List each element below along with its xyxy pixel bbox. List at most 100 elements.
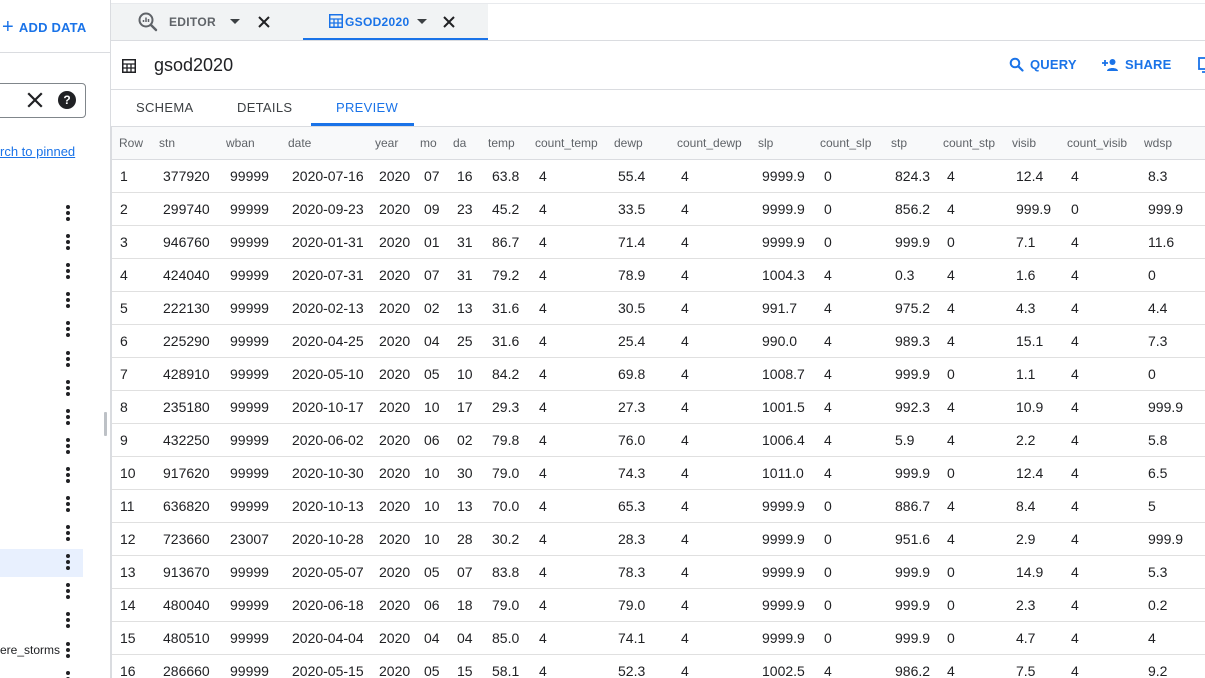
column-header[interactable]: wban (218, 127, 280, 160)
column-header[interactable]: count_stp (935, 127, 1004, 160)
more-vert-icon[interactable] (62, 524, 74, 544)
table-cell[interactable]: 2020-10-28 (280, 522, 367, 556)
table-cell[interactable]: 886.7 (883, 489, 935, 523)
help-icon[interactable]: ? (58, 91, 76, 109)
table-cell[interactable]: 15 (445, 654, 480, 678)
table-cell[interactable]: 4 (1059, 555, 1136, 589)
table-cell[interactable]: 4 (935, 324, 1004, 358)
table-cell[interactable]: 99999 (218, 555, 280, 589)
table-cell[interactable]: 13 (111, 555, 151, 589)
table-cell[interactable]: 10 (412, 522, 445, 556)
more-vert-icon[interactable] (62, 611, 74, 631)
table-cell[interactable]: 999.9 (883, 225, 935, 259)
table-cell[interactable]: 4.7 (1004, 621, 1059, 655)
table-cell[interactable]: 09 (412, 192, 445, 226)
table-cell[interactable]: 0 (1136, 357, 1205, 391)
table-cell[interactable]: 10 (445, 357, 480, 391)
table-cell[interactable]: 9999.9 (750, 489, 812, 523)
table-cell[interactable]: 2020-01-31 (280, 225, 367, 259)
table-cell[interactable]: 23007 (218, 522, 280, 556)
table-cell[interactable]: 0 (935, 456, 1004, 490)
share-button[interactable]: SHARE (1102, 57, 1172, 72)
table-cell[interactable]: 2020-09-23 (280, 192, 367, 226)
table-cell[interactable]: 4 (1059, 258, 1136, 292)
table-cell[interactable]: 4 (935, 258, 1004, 292)
table-cell[interactable]: 2020 (367, 423, 412, 457)
table-cell[interactable]: 1011.0 (750, 456, 812, 490)
table-cell[interactable]: 4 (669, 159, 750, 193)
tree-item[interactable] (0, 404, 83, 432)
table-cell[interactable]: 99999 (218, 291, 280, 325)
table-cell[interactable]: 2020 (367, 159, 412, 193)
table-cell[interactable]: 0 (812, 621, 883, 655)
table-cell[interactable]: 1006.4 (750, 423, 812, 457)
table-cell[interactable]: 4 (669, 621, 750, 655)
tree-item[interactable] (0, 316, 83, 344)
table-cell[interactable]: 4.3 (1004, 291, 1059, 325)
table-cell[interactable]: 99999 (218, 159, 280, 193)
table-cell[interactable]: 0.3 (883, 258, 935, 292)
table-cell[interactable]: 79.8 (480, 423, 527, 457)
more-vert-icon[interactable] (62, 204, 74, 224)
table-cell[interactable]: 4.4 (1136, 291, 1205, 325)
table-cell[interactable]: 11.6 (1136, 225, 1205, 259)
table-cell[interactable]: 55.4 (606, 159, 669, 193)
table-cell[interactable]: 1.6 (1004, 258, 1059, 292)
table-cell[interactable]: 4 (1059, 225, 1136, 259)
table-cell[interactable]: 2020-06-18 (280, 588, 367, 622)
table-cell[interactable]: 04 (445, 621, 480, 655)
table-cell[interactable]: 4 (812, 324, 883, 358)
table-cell[interactable]: 2020 (367, 654, 412, 678)
table-cell[interactable]: 99999 (218, 258, 280, 292)
table-cell[interactable]: 424040 (151, 258, 218, 292)
table-cell[interactable]: 28.3 (606, 522, 669, 556)
table-cell[interactable]: 78.3 (606, 555, 669, 589)
table-cell[interactable]: 999.9 (883, 588, 935, 622)
table-cell[interactable]: 99999 (218, 357, 280, 391)
table-cell[interactable]: 05 (412, 555, 445, 589)
table-cell[interactable]: 99999 (218, 456, 280, 490)
table-cell[interactable]: 4 (527, 225, 606, 259)
table-cell[interactable]: 9999.9 (750, 522, 812, 556)
table-cell[interactable]: 4 (1059, 159, 1136, 193)
table-cell[interactable]: 4 (527, 291, 606, 325)
tab-schema[interactable]: SCHEMA (136, 100, 194, 115)
table-cell[interactable]: 4 (812, 357, 883, 391)
table-cell[interactable]: 4 (527, 357, 606, 391)
table-cell[interactable]: 4 (935, 291, 1004, 325)
table-cell[interactable]: 29.3 (480, 390, 527, 424)
table-cell[interactable]: 5 (1136, 489, 1205, 523)
table-cell[interactable]: 31.6 (480, 324, 527, 358)
table-cell[interactable]: 31.6 (480, 291, 527, 325)
table-cell[interactable]: 74.1 (606, 621, 669, 655)
table-cell[interactable]: 30.5 (606, 291, 669, 325)
table-cell[interactable]: 4 (935, 489, 1004, 523)
table-cell[interactable]: 76.0 (606, 423, 669, 457)
table-cell[interactable]: 2020-10-17 (280, 390, 367, 424)
table-cell[interactable]: 01 (412, 225, 445, 259)
table-cell[interactable]: 428910 (151, 357, 218, 391)
table-cell[interactable]: 9.2 (1136, 654, 1205, 678)
table-cell[interactable]: 9999.9 (750, 192, 812, 226)
table-cell[interactable]: 4 (812, 291, 883, 325)
table-cell[interactable]: 2020 (367, 555, 412, 589)
table-cell[interactable]: 4 (527, 555, 606, 589)
table-cell[interactable]: 14.9 (1004, 555, 1059, 589)
table-cell[interactable]: 71.4 (606, 225, 669, 259)
more-vert-icon[interactable] (62, 262, 74, 282)
table-cell[interactable]: 480510 (151, 621, 218, 655)
chevron-down-icon[interactable] (417, 19, 427, 24)
table-cell[interactable]: 06 (412, 588, 445, 622)
table-cell[interactable]: 4 (1059, 291, 1136, 325)
more-vert-icon[interactable] (62, 379, 74, 399)
more-vert-icon[interactable] (62, 582, 74, 602)
column-header[interactable]: visib (1004, 127, 1059, 160)
table-cell[interactable]: 99999 (218, 588, 280, 622)
column-header[interactable]: dewp (606, 127, 669, 160)
table-cell[interactable]: 70.0 (480, 489, 527, 523)
table-cell[interactable]: 33.5 (606, 192, 669, 226)
table-cell[interactable]: 2020-10-13 (280, 489, 367, 523)
column-header[interactable]: da (445, 127, 480, 160)
more-vert-icon[interactable] (62, 466, 74, 486)
table-cell[interactable]: 7.5 (1004, 654, 1059, 678)
